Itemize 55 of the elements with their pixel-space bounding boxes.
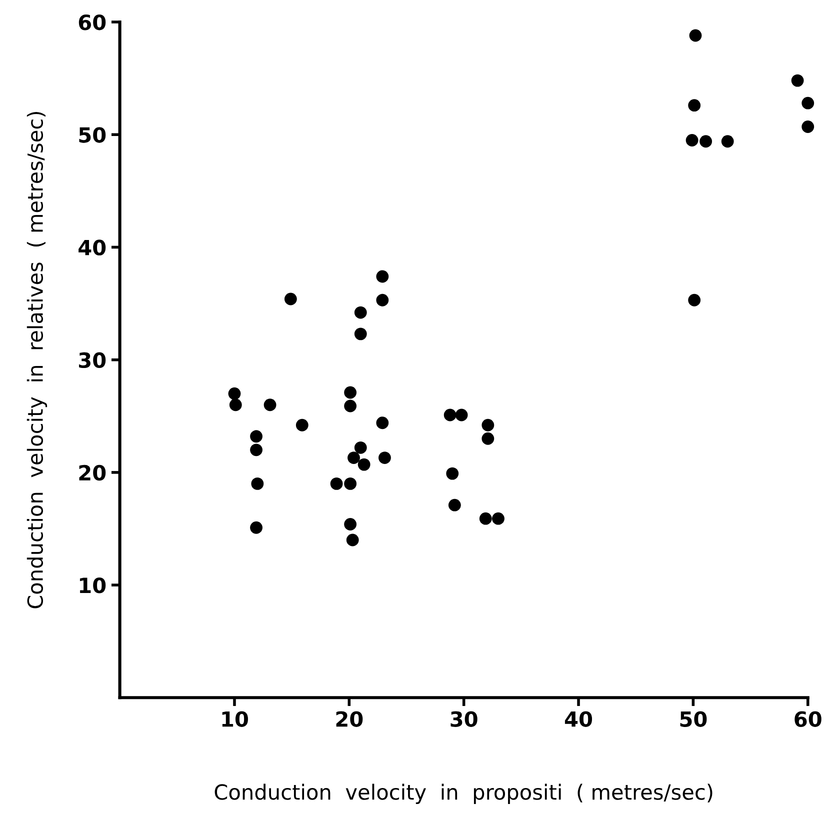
point [448,498,461,512]
x-tick-label: 60 [794,711,822,727]
point [354,306,367,319]
point [284,292,297,306]
point [348,452,360,464]
y-axis-title: Conduction velocity in relatives ( metres/sec) [26,112,48,608]
point [688,99,701,112]
point [446,467,459,480]
point [492,512,504,525]
point [344,477,357,490]
point [482,432,494,445]
x-tick-label: 10 [222,711,248,727]
point [686,134,698,146]
point [482,418,494,432]
point [688,294,701,306]
point [455,408,468,422]
point [689,29,702,42]
point [228,387,241,400]
point [700,135,712,148]
y-tick-label: 10 [80,577,106,594]
point [721,135,734,148]
point [344,518,357,530]
x-axis-title: Conduction velocity in propositi ( metres/sec) [214,784,712,804]
point [330,477,343,490]
y-tick-label: 60 [78,14,106,30]
point [376,294,389,306]
x-tick-label: 40 [564,711,592,727]
y-tick-label: 50 [79,127,106,143]
point [802,96,814,110]
point [296,418,308,432]
point [250,444,262,456]
point [354,441,367,454]
point [479,512,492,525]
point [346,534,359,546]
point [264,398,276,412]
point [344,400,357,412]
y-tick-label: 30 [79,352,106,368]
x-tick-label: 50 [680,711,707,727]
point [354,328,367,340]
point [791,74,804,87]
point [250,521,262,534]
y-tick-label: 20 [79,464,106,481]
point [358,458,370,471]
point [376,270,389,283]
x-tick-label: 20 [336,711,363,727]
point [444,408,456,422]
point [802,120,814,133]
point [251,477,264,490]
point [378,452,391,464]
point [376,416,389,430]
point [344,386,357,399]
point [250,430,262,443]
x-tick-label: 30 [450,711,478,727]
point [229,398,242,412]
y-tick-label: 40 [78,240,106,256]
